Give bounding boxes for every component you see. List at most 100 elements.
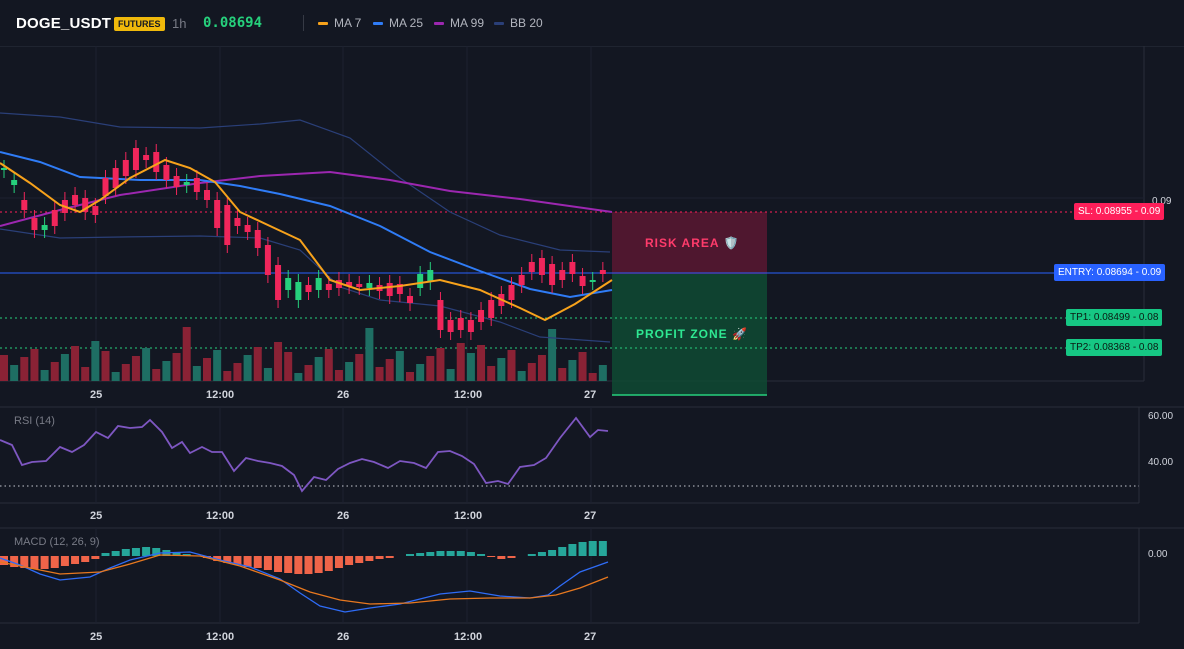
candle-body	[1, 168, 7, 170]
candle-body	[112, 168, 119, 188]
candle-body	[528, 262, 535, 272]
macd-histogram-bar	[477, 554, 486, 556]
macd-histogram-bar	[111, 551, 120, 556]
macd-histogram-bar	[233, 556, 242, 565]
macd-histogram-bar	[30, 556, 39, 569]
macd-histogram-bar	[446, 551, 455, 556]
macd-signal-line	[0, 554, 609, 605]
rsi-title: RSI (14)	[14, 415, 55, 427]
candle-body	[437, 300, 444, 330]
volume-bar	[527, 363, 536, 381]
volume-bar	[0, 355, 8, 381]
candle-body	[549, 264, 556, 285]
rsi-scale-60: 60.00	[1148, 411, 1174, 422]
risk-area-label: RISK AREA 🛡️	[645, 236, 740, 250]
macd-histogram-bar	[131, 548, 140, 556]
candle-body	[346, 282, 353, 286]
candle-body	[366, 283, 373, 288]
volume-bar	[446, 369, 455, 381]
macd-histogram-bar	[182, 554, 191, 556]
candle-body	[122, 160, 129, 176]
candle-body	[559, 270, 566, 280]
volume-bar	[456, 343, 465, 381]
volume-bar	[578, 352, 587, 381]
legend-bb20[interactable]: BB 20	[494, 16, 543, 30]
stop-loss-label[interactable]: SL: 0.08955 - 0.09	[1074, 203, 1165, 220]
candle-body	[599, 270, 606, 274]
volume-bar	[192, 366, 201, 381]
legend-bb20-label: BB 20	[510, 16, 543, 30]
volume-bar	[507, 350, 516, 381]
candle-body	[82, 198, 89, 212]
volume-bar	[233, 363, 242, 381]
volume-bar	[314, 357, 323, 381]
macd-histogram-bar	[324, 556, 333, 571]
rsi-time-label-noon-25: 12:00	[206, 510, 235, 522]
candle-body	[41, 225, 48, 230]
macd-histogram-bar	[294, 556, 303, 574]
volume-bar	[30, 349, 39, 381]
macd-histogram-bar	[527, 554, 536, 556]
macd-scale-0: 0.00	[1148, 549, 1168, 560]
ma7-swatch	[318, 21, 328, 25]
candle-body	[518, 275, 525, 285]
volume-bar	[345, 362, 354, 381]
candle-body	[92, 206, 99, 215]
time-label-27: 27	[584, 389, 597, 401]
volume-bar	[598, 365, 607, 381]
candle-body	[11, 180, 18, 185]
macd-line	[0, 551, 609, 613]
macd-histogram-bar	[243, 556, 252, 567]
volume-bar	[50, 362, 59, 381]
macd-histogram-bar	[101, 553, 110, 556]
volume-bar	[334, 370, 343, 381]
candle-body	[224, 205, 231, 245]
macd-histogram-bar	[304, 556, 313, 574]
chart-header: DOGE_USDT FUTURES 1h 0.08694 MA 7 MA 25 …	[0, 0, 1184, 47]
candle-body	[305, 285, 312, 292]
volume-bar	[213, 350, 222, 381]
symbol-name[interactable]: DOGE_USDT	[16, 15, 112, 32]
volume-bar	[487, 366, 496, 381]
volume-bar	[406, 372, 414, 381]
bollinger-lower	[0, 228, 611, 343]
volume-bar	[223, 371, 232, 381]
take-profit-1-label[interactable]: TP1: 0.08499 - 0.08	[1066, 309, 1163, 326]
volume-bar	[182, 327, 191, 381]
legend-ma99-label: MA 99	[450, 16, 485, 30]
take-profit-2-label[interactable]: TP2: 0.08368 - 0.08	[1066, 339, 1163, 356]
volume-bar	[416, 364, 425, 381]
candle-body	[214, 200, 221, 228]
time-label-25: 25	[90, 389, 103, 401]
macd-histogram-bar	[50, 556, 59, 568]
volume-bar	[131, 356, 140, 381]
volume-bar	[20, 357, 29, 381]
entry-label[interactable]: ENTRY: 0.08694 - 0.09	[1054, 264, 1166, 281]
legend-ma99[interactable]: MA 99	[434, 16, 484, 30]
rsi-time-label-27: 27	[584, 510, 597, 522]
macd-histogram-bar	[507, 556, 516, 558]
volume-bar	[263, 368, 272, 381]
volume-bar	[121, 364, 130, 381]
volume-bar	[274, 342, 283, 381]
candle-body	[407, 296, 413, 303]
rsi-time-label-25: 25	[90, 510, 103, 522]
header-divider	[303, 15, 304, 31]
rsi-time-label-26: 26	[337, 510, 350, 522]
timeframe[interactable]: 1h	[172, 16, 187, 31]
macd-histogram-bar	[213, 556, 222, 561]
legend-ma7[interactable]: MA 7	[318, 16, 361, 30]
ma7-line	[0, 158, 613, 322]
candle-body	[427, 270, 434, 282]
legend-ma25[interactable]: MA 25	[373, 16, 423, 30]
volume-bar	[101, 351, 110, 381]
candle-body	[417, 274, 424, 288]
macd-time-label-noon-26: 12:00	[454, 631, 483, 643]
volume-bar	[477, 345, 486, 381]
macd-histogram-bar	[355, 556, 364, 563]
macd-histogram-bar	[71, 556, 80, 564]
macd-histogram-bar	[598, 541, 607, 556]
candle-body	[102, 178, 109, 196]
candle-body	[386, 283, 393, 296]
